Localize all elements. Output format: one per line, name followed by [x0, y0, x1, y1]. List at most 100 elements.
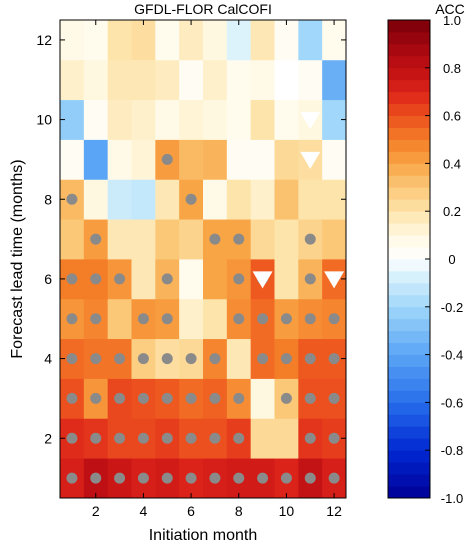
heatmap-cell	[107, 20, 132, 61]
colorbar-band	[388, 270, 430, 284]
heatmap-cell	[83, 139, 109, 180]
heatmap-cell	[83, 179, 109, 220]
colorbar-band	[388, 175, 430, 188]
significance-dot	[280, 472, 292, 484]
significance-dot	[233, 472, 245, 484]
heatmap-cell	[322, 219, 347, 260]
colorbar-tick-label: 0.6	[443, 109, 461, 124]
heatmap-cell	[322, 59, 347, 101]
colorbar-tick-label: -1.0	[441, 491, 463, 506]
colorbar-band	[388, 127, 430, 140]
colorbar-label: ACC	[435, 1, 465, 17]
colorbar-band	[388, 163, 430, 176]
heatmap-cell	[131, 99, 156, 140]
colorbar-band	[388, 151, 430, 164]
significance-dot	[90, 472, 102, 484]
heatmap-cell	[155, 59, 180, 101]
significance-dot	[328, 472, 340, 484]
colorbar-band	[388, 402, 430, 415]
significance-dot	[66, 313, 78, 325]
heatmap-cell	[60, 219, 85, 260]
colorbar-band	[388, 223, 430, 236]
significance-dot	[185, 392, 197, 404]
x-axis-label: Initiation month	[149, 527, 258, 544]
significance-dot	[185, 193, 197, 205]
colorbar-band	[388, 318, 430, 332]
heatmap-cell	[250, 219, 275, 260]
x-tick-label: 6	[187, 503, 195, 519]
heatmap-cell	[274, 59, 299, 101]
heatmap-cell	[274, 99, 299, 140]
axis-ticks: 2 4 6 8 10 12 2 4 6 8 10 12	[36, 20, 346, 519]
colorbar-band	[388, 55, 430, 69]
colorbar-band	[388, 390, 430, 403]
heatmap-cell	[60, 139, 85, 180]
y-tick-label: 4	[44, 351, 52, 367]
heatmap-cell	[107, 59, 132, 101]
plot-frame	[59, 19, 347, 499]
significance-dot	[114, 432, 126, 444]
significance-dot	[209, 353, 221, 365]
negative-significance-triangle	[324, 271, 345, 289]
significance-dot	[66, 392, 78, 404]
colorbar-band	[388, 139, 430, 152]
significance-dot	[233, 392, 245, 404]
significance-dot	[161, 313, 173, 325]
heatmap-cell	[274, 179, 299, 220]
significance-dot	[304, 273, 316, 285]
heatmap-cell	[107, 219, 132, 260]
x-tick-label: 8	[235, 503, 243, 519]
significance-dot	[90, 313, 102, 325]
heatmap-cell	[179, 99, 204, 140]
heatmap-cell	[274, 259, 299, 300]
colorbar: 1.0 0.8 0.6 0.4 0.2 0 -0.2 -0.4 -0.6 -0.8 -1.0	[387, 13, 463, 506]
heatmap-cell	[226, 179, 252, 220]
heatmap-cell	[179, 20, 204, 61]
significance-dot	[280, 392, 292, 404]
heatmap-cell	[107, 139, 132, 180]
heatmap-cell	[179, 259, 204, 300]
significance-dot	[137, 392, 149, 404]
colorbar-band	[388, 31, 430, 45]
heatmap-cell	[131, 259, 156, 300]
significance-dot	[114, 353, 126, 365]
colorbar-band	[388, 103, 430, 116]
significance-dot	[280, 353, 292, 365]
significance-dot	[66, 273, 78, 285]
heatmap-cell	[203, 59, 228, 101]
heatmap-cell	[203, 298, 228, 340]
heatmap-cell	[203, 259, 228, 300]
x-tick-label: 4	[140, 503, 148, 519]
y-tick-label: 2	[44, 430, 52, 446]
heatmap-cell	[60, 59, 85, 101]
significance-dot	[185, 353, 197, 365]
significance-dot	[90, 353, 102, 365]
colorbar-tick-label: -0.2	[441, 300, 463, 315]
significance-dot	[233, 273, 245, 285]
colorbar-tick-label: -0.8	[441, 443, 463, 458]
colorbar-band	[388, 247, 430, 260]
negative-significance-triangle	[300, 151, 321, 169]
heatmap-cell	[250, 20, 275, 61]
significance-dot	[304, 353, 316, 365]
heatmap-cell	[131, 219, 156, 260]
colorbar-band	[388, 115, 430, 128]
colorbar-band	[388, 378, 430, 391]
x-tick-label: 12	[326, 503, 342, 519]
significance-dot	[114, 472, 126, 484]
colorbar-band	[388, 259, 430, 272]
heatmap-cell	[250, 179, 275, 220]
significance-dot	[66, 193, 78, 205]
colorbar-tick-label: 1.0	[443, 13, 461, 28]
heatmap-cell	[226, 139, 252, 180]
heatmap-cell	[179, 298, 204, 340]
negative-significance-triangle	[252, 271, 273, 289]
colorbar-band	[388, 67, 430, 81]
significance-dot	[90, 392, 102, 404]
significance-dot	[304, 392, 316, 404]
heatmap-cell	[179, 219, 204, 260]
heatmap-cell	[155, 20, 180, 61]
significance-dot	[304, 432, 316, 444]
